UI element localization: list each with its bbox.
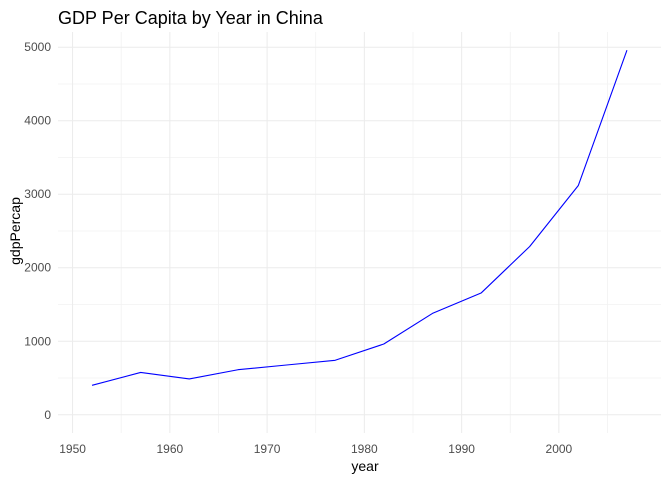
x-tick-label-1: 1960 [156, 442, 183, 456]
minor-grid [58, 32, 661, 433]
x-axis-title: year [351, 458, 379, 474]
x-tick-label-3: 1980 [351, 442, 378, 456]
series-layer [91, 50, 628, 386]
gdp-percap-line [91, 50, 628, 386]
x-tick-label-4: 1990 [448, 442, 475, 456]
x-tick-label-0: 1950 [59, 442, 86, 456]
y-tick-label-5: 5000 [24, 40, 51, 54]
y-tick-label-3: 3000 [24, 187, 51, 201]
x-tick-label-5: 2000 [546, 442, 573, 456]
y-tick-label-2: 2000 [24, 261, 51, 275]
y-axis-title: gdpPercap [7, 197, 23, 265]
y-axis-ticks: 0 1000 2000 3000 4000 5000 [24, 40, 51, 422]
y-tick-label-0: 0 [44, 408, 51, 422]
x-tick-label-2: 1970 [254, 442, 281, 456]
major-grid [58, 32, 661, 433]
y-tick-label-1: 1000 [24, 334, 51, 348]
y-tick-label-4: 4000 [24, 114, 51, 128]
chart-title: GDP Per Capita by Year in China [58, 8, 324, 28]
x-axis-ticks: 1950 1960 1970 1980 1990 2000 [59, 442, 572, 456]
